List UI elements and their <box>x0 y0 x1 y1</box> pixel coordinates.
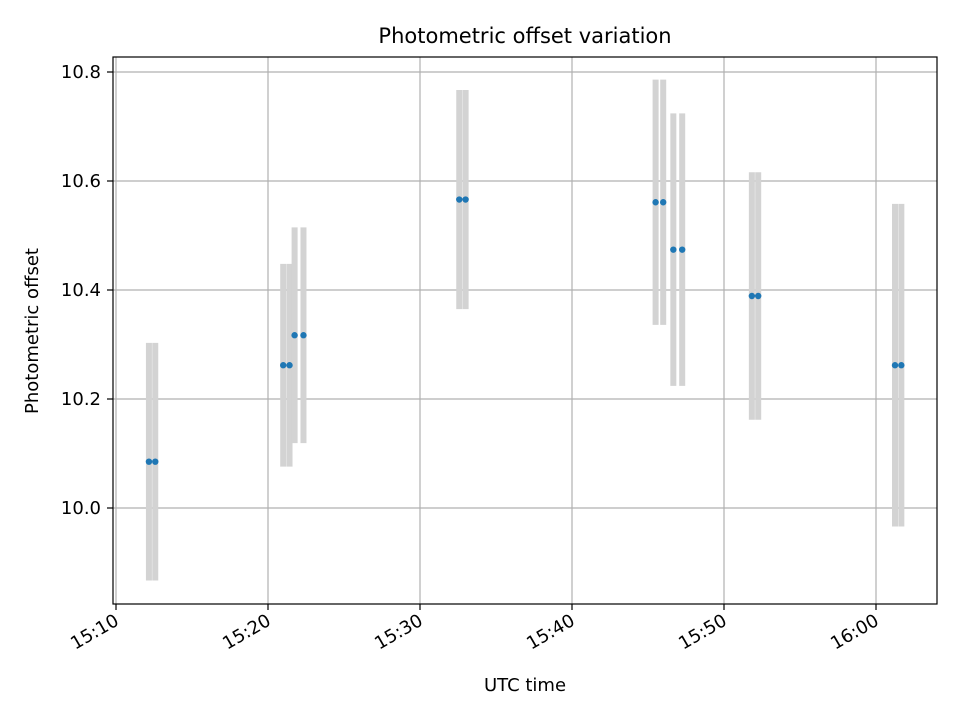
y-axis: 10.0 10.2 10.4 10.6 10.8 <box>61 62 113 519</box>
data-point <box>291 332 298 339</box>
data-point <box>748 292 756 300</box>
data-point <box>652 199 659 206</box>
data-point <box>898 362 905 369</box>
data-point <box>280 362 287 369</box>
y-tick-label: 10.8 <box>61 62 101 83</box>
chart-title: Photometric offset variation <box>378 24 671 48</box>
data-point <box>755 292 762 300</box>
data-point <box>891 362 899 369</box>
x-axis-label: UTC time <box>484 675 566 696</box>
data-point <box>286 362 293 369</box>
data-point <box>670 246 677 253</box>
y-axis-label: Photometric offset <box>22 248 43 414</box>
data-point <box>660 199 667 206</box>
grid <box>113 57 937 604</box>
data-points <box>145 196 905 465</box>
y-tick-label: 10.0 <box>61 498 101 519</box>
data-point <box>152 458 159 465</box>
y-tick-label: 10.6 <box>61 171 101 192</box>
data-point <box>145 458 153 465</box>
data-point <box>679 246 686 253</box>
data-point <box>300 332 307 339</box>
y-tick-label: 10.4 <box>61 280 101 301</box>
data-point <box>462 196 469 203</box>
data-point <box>456 196 463 203</box>
y-tick-label: 10.2 <box>61 389 101 410</box>
plot-frame <box>112 56 938 605</box>
